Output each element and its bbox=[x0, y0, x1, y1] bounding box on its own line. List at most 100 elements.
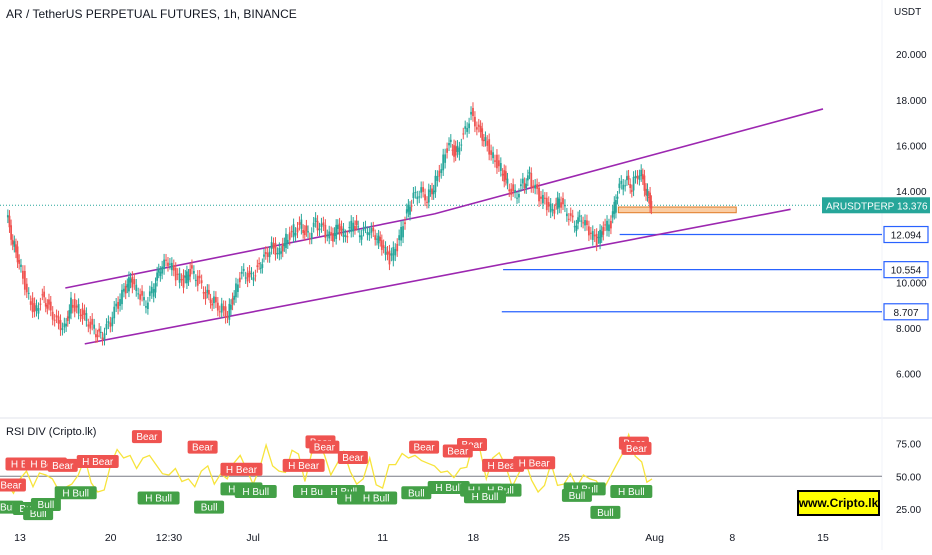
candle bbox=[624, 185, 627, 187]
signal-badge-label: H Bear bbox=[226, 465, 258, 476]
candle bbox=[549, 203, 552, 213]
candle bbox=[137, 293, 140, 295]
candle bbox=[379, 237, 382, 241]
candle bbox=[312, 222, 315, 227]
candle bbox=[71, 304, 74, 308]
bear-signal-badge: Bear bbox=[621, 441, 652, 455]
supply-zone[interactable] bbox=[617, 206, 737, 214]
candle bbox=[113, 306, 116, 319]
signal-badge-label: H Bull bbox=[301, 487, 328, 498]
candle bbox=[409, 206, 411, 215]
candle bbox=[308, 238, 311, 240]
bear-signal-badge: Bear bbox=[187, 440, 218, 454]
candle bbox=[121, 289, 123, 305]
candle bbox=[366, 231, 369, 235]
candle bbox=[384, 246, 387, 255]
candle bbox=[606, 220, 608, 231]
candle bbox=[176, 273, 179, 275]
candle bbox=[204, 292, 207, 300]
candle bbox=[358, 235, 361, 238]
candle bbox=[126, 284, 129, 288]
candle bbox=[276, 253, 279, 255]
candle bbox=[145, 306, 147, 308]
candle bbox=[414, 191, 417, 193]
candle bbox=[128, 277, 130, 292]
bull-signal-badge: H Bull bbox=[610, 484, 653, 498]
signal-badge-label: Bear bbox=[0, 480, 22, 491]
candle bbox=[248, 270, 251, 278]
candle bbox=[237, 284, 239, 292]
signal-badge-label: Bear bbox=[626, 444, 648, 455]
candle bbox=[610, 220, 612, 229]
candle bbox=[626, 176, 628, 181]
candle bbox=[440, 169, 443, 174]
candle bbox=[163, 259, 165, 270]
channel-upper-line[interactable] bbox=[434, 108, 824, 215]
candle bbox=[508, 189, 511, 192]
candle bbox=[438, 170, 441, 177]
signal-badge-label: Bull bbox=[569, 491, 586, 502]
candle bbox=[101, 337, 104, 340]
candle bbox=[150, 286, 153, 294]
candle bbox=[420, 187, 423, 193]
candle bbox=[586, 220, 588, 226]
candle bbox=[484, 137, 487, 141]
chart-title: AR / TetherUS PERPETUAL FUTURES, 1h, BIN… bbox=[6, 7, 297, 21]
candle bbox=[636, 175, 639, 179]
candle bbox=[532, 185, 535, 188]
signal-badge-label: H Bear bbox=[519, 458, 551, 469]
signal-badge-label: H Bull bbox=[618, 487, 645, 498]
candle bbox=[169, 263, 171, 265]
candle bbox=[191, 265, 193, 269]
y-tick-label: 20.000 bbox=[896, 50, 927, 61]
candle bbox=[584, 220, 586, 226]
candle bbox=[499, 163, 502, 171]
signal-badge-box bbox=[137, 491, 180, 505]
candle bbox=[250, 272, 253, 275]
candle bbox=[246, 272, 249, 282]
candle bbox=[589, 232, 592, 235]
signal-badge-label: Bull bbox=[30, 509, 47, 520]
candle bbox=[650, 200, 653, 209]
candle bbox=[503, 170, 506, 182]
candle bbox=[213, 296, 215, 304]
candle bbox=[501, 173, 504, 176]
candle bbox=[462, 133, 465, 135]
candle bbox=[355, 220, 358, 225]
signal-badge-label: Bull bbox=[201, 503, 218, 514]
signal-badge-box bbox=[427, 481, 470, 495]
candle bbox=[6, 215, 9, 218]
candle bbox=[303, 230, 306, 236]
signal-badge-label: Bear bbox=[52, 461, 74, 472]
candle bbox=[504, 171, 507, 180]
candle bbox=[283, 243, 286, 247]
signal-badge-label: H Bull bbox=[435, 483, 462, 494]
candle bbox=[157, 269, 160, 273]
rsi-line[interactable] bbox=[6, 432, 653, 495]
candle bbox=[357, 226, 360, 228]
channel-lower-line[interactable] bbox=[84, 208, 791, 345]
candle bbox=[394, 248, 397, 256]
candle bbox=[211, 303, 214, 306]
candle bbox=[59, 320, 62, 331]
signal-badge-label: H Bear bbox=[288, 461, 320, 472]
candle bbox=[645, 188, 647, 196]
candle bbox=[49, 301, 52, 311]
candle bbox=[208, 289, 210, 295]
candle bbox=[189, 268, 192, 277]
candle bbox=[528, 172, 531, 174]
candle bbox=[342, 228, 345, 237]
candle bbox=[226, 316, 229, 318]
candle bbox=[494, 160, 496, 162]
candle bbox=[481, 128, 484, 141]
candle bbox=[22, 270, 24, 279]
x-tick-label: 11 bbox=[377, 532, 388, 544]
signal-badge-box bbox=[309, 440, 340, 454]
signal-badge-label: Bear bbox=[136, 432, 158, 443]
y-tick-label: 16.000 bbox=[896, 141, 927, 152]
signal-badge-label: Bull bbox=[38, 500, 55, 511]
candle bbox=[11, 239, 14, 245]
candle bbox=[53, 319, 56, 321]
